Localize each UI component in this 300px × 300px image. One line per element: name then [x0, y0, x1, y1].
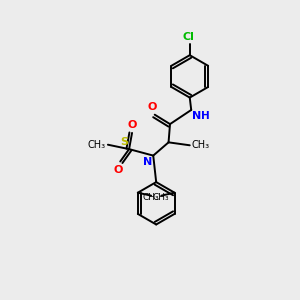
- Text: CH₃: CH₃: [143, 193, 160, 202]
- Text: H: H: [201, 111, 209, 121]
- Text: N: N: [143, 157, 152, 167]
- Text: O: O: [114, 165, 123, 175]
- Text: S: S: [121, 137, 128, 147]
- Text: O: O: [148, 102, 157, 112]
- Text: CH₃: CH₃: [153, 193, 169, 202]
- Text: N: N: [192, 111, 201, 121]
- Text: CH₃: CH₃: [191, 140, 209, 150]
- Text: Cl: Cl: [182, 32, 194, 42]
- Text: O: O: [128, 120, 137, 130]
- Text: CH₃: CH₃: [87, 140, 106, 150]
